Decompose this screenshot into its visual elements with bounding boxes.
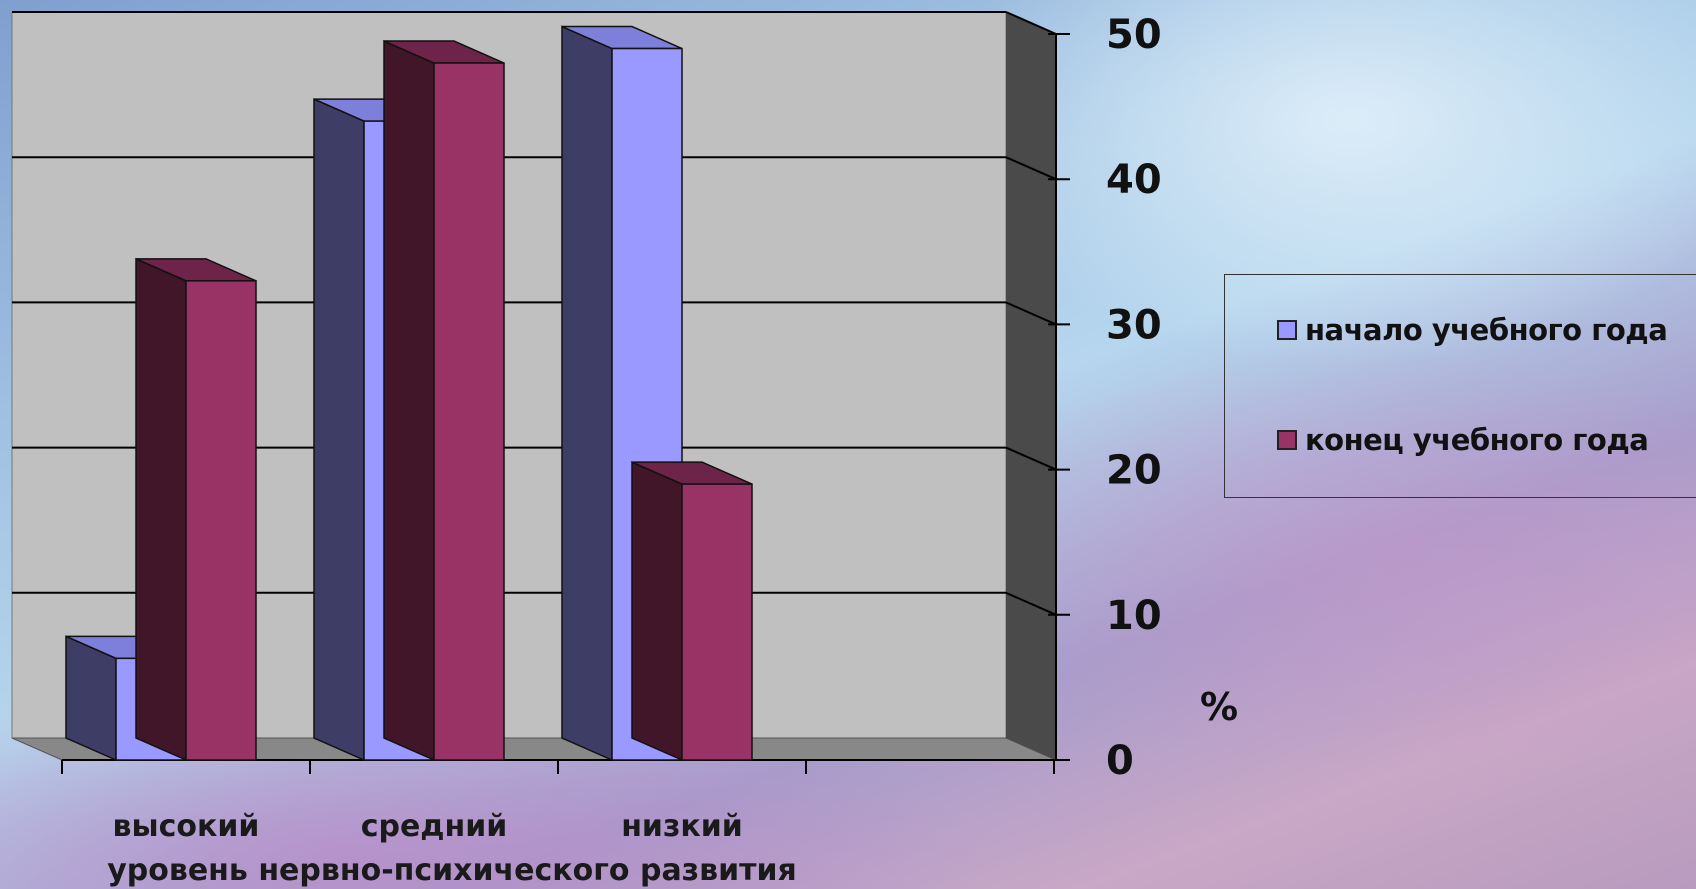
y-tick-label: 50 [1106, 12, 1162, 58]
x-category-label: средний [361, 809, 508, 844]
y-tick-label: 40 [1106, 157, 1162, 203]
bar-end-2 [433, 62, 505, 761]
legend: начало учебного года конец учебного года [1224, 274, 1696, 498]
plot-side-wall [1006, 12, 1056, 760]
bar-end-3-side [631, 460, 683, 762]
bar-start-3-side [561, 25, 613, 762]
y-tick-label: 10 [1106, 593, 1162, 639]
legend-swatch-end [1277, 430, 1297, 450]
legend-label-end: конец учебного года [1305, 423, 1649, 457]
y-tick-label: 0 [1106, 738, 1134, 784]
legend-item-start: начало учебного года [1277, 313, 1668, 347]
bar-start-2-side [313, 97, 365, 762]
bar-end-1-side [135, 257, 187, 762]
gridline-side [1005, 301, 1057, 326]
x-category-label: низкий [621, 809, 743, 844]
unit-label: % [1200, 685, 1238, 729]
gridline-side [1005, 591, 1057, 616]
legend-swatch-start [1277, 320, 1297, 340]
gridline-side [1005, 156, 1057, 181]
bar-end-1 [185, 280, 257, 761]
gridline-side [1005, 446, 1057, 471]
bar-end-3 [681, 483, 753, 761]
x-axis-title: уровень нервно-психического развития [107, 853, 797, 888]
x-category-label: высокий [113, 809, 260, 844]
y-tick-label: 20 [1106, 448, 1162, 494]
legend-item-end: конец учебного года [1277, 423, 1649, 457]
y-tick-label: 30 [1106, 302, 1162, 348]
gridline-side [1005, 11, 1057, 35]
legend-label-start: начало учебного года [1305, 313, 1668, 347]
bar-end-2-side [383, 39, 435, 762]
